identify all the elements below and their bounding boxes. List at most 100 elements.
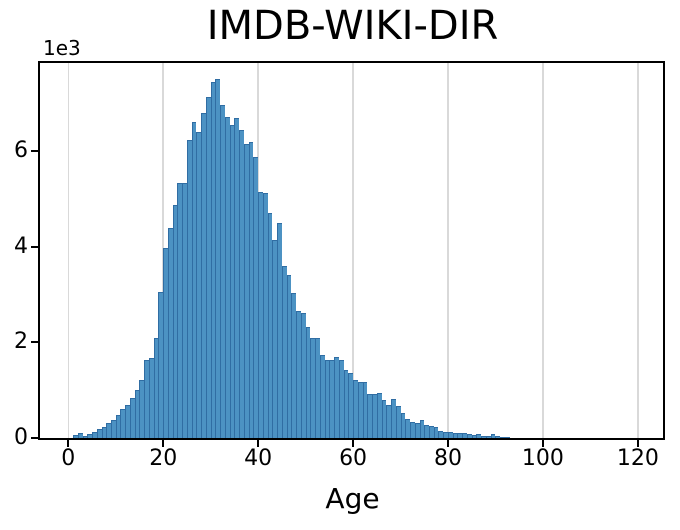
histogram-bar: [376, 393, 382, 438]
histogram-bar: [144, 359, 149, 438]
histogram-bar: [253, 157, 259, 438]
histogram-bar: [267, 212, 273, 438]
histogram-bar: [504, 436, 510, 438]
histogram-bar: [120, 409, 126, 438]
x-tick-mark: [636, 440, 639, 447]
histogram-bar: [353, 380, 358, 438]
histogram-bar: [319, 354, 325, 438]
x-tick-label: 120: [616, 446, 659, 471]
histogram-bar: [82, 435, 88, 438]
x-tick-label: 40: [244, 446, 273, 471]
histogram-bar: [424, 425, 429, 438]
histogram-bar: [134, 390, 140, 438]
y-tick-label: 6: [14, 138, 28, 164]
histogram-bar: [481, 435, 486, 438]
histogram-bar: [334, 357, 339, 438]
histogram-bar: [115, 415, 121, 438]
histogram-bar: [405, 419, 410, 438]
histogram-bar: [329, 360, 335, 438]
histogram-bar: [338, 360, 344, 438]
histogram-bar: [395, 406, 401, 438]
x-tick-mark: [446, 440, 449, 447]
histogram-bars: [40, 63, 663, 438]
histogram-bar: [348, 373, 354, 438]
histogram-bar: [182, 183, 187, 438]
histogram-bar: [495, 435, 501, 438]
histogram-bar: [357, 382, 363, 438]
histogram-bar: [277, 223, 282, 438]
histogram-bar: [466, 434, 472, 438]
histogram-bar: [324, 360, 330, 438]
histogram-bar: [391, 398, 396, 438]
histogram-bar: [300, 312, 306, 438]
gridline: [542, 63, 544, 438]
x-tick-label: 0: [61, 446, 76, 471]
y-tick-label: 2: [14, 329, 28, 355]
histogram-bar: [419, 419, 425, 438]
histogram-bar: [386, 405, 392, 438]
histogram-bar: [96, 429, 102, 438]
histogram-bar: [172, 205, 178, 438]
histogram-bar: [106, 423, 111, 438]
histogram-bar: [291, 292, 297, 438]
chart-title: IMDB-WIKI-DIR: [206, 3, 499, 49]
histogram-bar: [372, 394, 377, 438]
histogram-bar: [485, 435, 491, 438]
x-axis-label: Age: [325, 482, 380, 515]
histogram-bar: [429, 426, 434, 438]
histogram-bar: [186, 139, 192, 438]
histogram-bar: [500, 436, 505, 438]
histogram-bar: [248, 142, 254, 438]
histogram-bar: [177, 183, 183, 438]
histogram-bar: [457, 433, 463, 438]
histogram-bar: [433, 427, 439, 438]
histogram-bar: [490, 434, 496, 438]
gridline: [352, 63, 354, 438]
histogram-bar: [201, 113, 206, 438]
histogram-bar: [220, 105, 225, 438]
histogram-bar: [343, 370, 349, 438]
histogram-bar: [305, 327, 311, 438]
histogram-bar: [262, 193, 268, 438]
histogram-bar: [296, 311, 301, 438]
histogram-bar: [400, 413, 406, 438]
y-tick-mark: [31, 341, 38, 344]
plot-area: [38, 61, 665, 440]
histogram-bar: [315, 338, 320, 438]
histogram-bar: [77, 433, 83, 438]
histogram-bar: [462, 433, 467, 438]
histogram-bar: [281, 266, 287, 438]
histogram-bar: [239, 130, 244, 438]
histogram-bar: [73, 435, 78, 438]
histogram-bar: [210, 81, 216, 438]
histogram-bar: [447, 431, 453, 438]
x-tick-mark: [162, 440, 165, 447]
histogram-bar: [101, 426, 107, 438]
gridline: [637, 63, 639, 438]
histogram-bar: [111, 419, 116, 438]
x-tick-mark: [67, 440, 70, 447]
histogram-bar: [215, 79, 221, 438]
x-tick-label: 60: [339, 446, 368, 471]
y-tick-label: 4: [14, 233, 28, 259]
histogram-bar: [196, 131, 202, 438]
x-tick-label: 20: [149, 446, 178, 471]
histogram-bar: [191, 122, 197, 438]
gridline: [67, 63, 70, 438]
histogram-bar: [92, 431, 97, 438]
histogram-bar: [414, 423, 420, 438]
histogram-bar: [286, 275, 292, 438]
histogram-bar: [272, 239, 278, 438]
histogram-bar: [229, 124, 235, 438]
histogram-bar: [367, 394, 373, 438]
y-tick-mark: [31, 150, 38, 153]
x-tick-mark: [257, 440, 260, 447]
histogram-bar: [224, 117, 230, 438]
histogram-bar: [167, 228, 173, 438]
y-tick-label: 0: [14, 425, 28, 450]
histogram-bar: [476, 434, 482, 438]
histogram-bar: [452, 432, 458, 438]
histogram-bar: [243, 144, 249, 438]
histogram-bar: [205, 97, 211, 438]
